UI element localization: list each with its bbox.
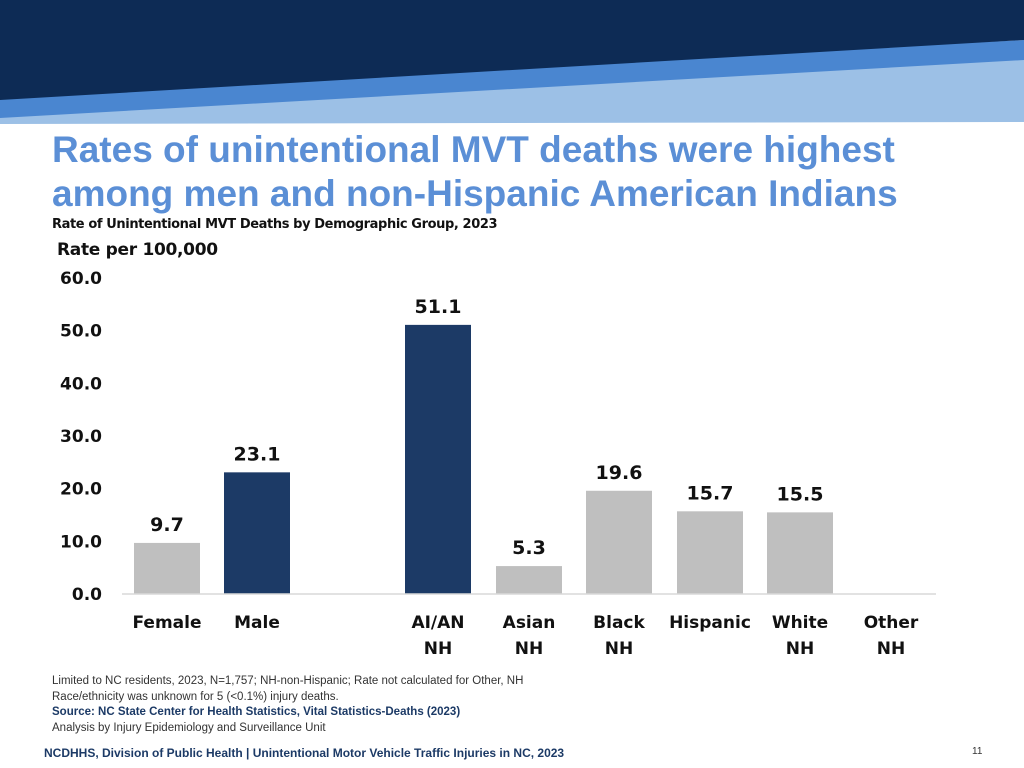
bar-female (134, 542, 200, 594)
value-label: 15.5 (777, 483, 824, 505)
chart-subtitle: Rate of Unintentional MVT Deaths by Demo… (52, 217, 498, 232)
bar-male (224, 472, 290, 594)
title-line-1: Rates of unintentional MVT deaths were h… (52, 129, 895, 170)
y-tick-label: 60.0 (60, 269, 102, 289)
bar-white (767, 512, 833, 594)
banner-dark-band (0, 0, 1024, 100)
note-line-2: Race/ethnicity was unknown for 5 (<0.1%)… (52, 690, 339, 703)
y-tick-label: 0.0 (72, 585, 102, 605)
value-labels: 9.7 23.1 51.1 5.3 19.6 15.7 15.5 (150, 296, 823, 559)
header-banner (0, 0, 1024, 124)
x-tick-label-line2: NH (424, 639, 452, 659)
chart-notes: Limited to NC residents, 2023, N=1,757; … (52, 674, 752, 736)
bar-black (586, 490, 652, 594)
x-tick-label-line2: NH (515, 639, 543, 659)
footer-text: NCDHHS, Division of Public Health | Unin… (44, 746, 565, 760)
x-axis-category-labels: Female Male AI/AN NH Asian NH Black NH Hispanic W… (133, 613, 919, 659)
y-tick-label: 20.0 (60, 480, 102, 500)
value-label: 51.1 (415, 296, 462, 318)
value-label: 23.1 (234, 443, 281, 465)
bar-asian (496, 566, 562, 594)
bars (134, 324, 833, 594)
x-tick-label: Female (133, 613, 202, 633)
y-axis-label: Rate per 100,000 (57, 240, 218, 260)
y-tick-label: 50.0 (60, 322, 102, 342)
title-line-2: among men and non-Hispanic American Indi… (52, 173, 898, 214)
x-tick-label: AI/AN (411, 613, 464, 633)
analysis-note: Analysis by Injury Epidemiology and Surv… (52, 721, 326, 734)
bar-hispanic (677, 511, 743, 594)
source-note: Source: NC State Center for Health Stati… (52, 706, 461, 718)
bar-ai-an (405, 324, 471, 594)
x-tick-label: Male (234, 613, 280, 633)
x-tick-label: Black (593, 613, 645, 633)
bar-chart: 0.0 10.0 20.0 30.0 40.0 50.0 60.0 9.7 23.1 51.1 5… (60, 269, 936, 659)
note-line-1: Limited to NC residents, 2023, N=1,757; … (52, 675, 524, 687)
x-tick-label-line2: NH (877, 639, 905, 659)
banner-blue-stripe (0, 40, 1024, 118)
y-axis-ticks: 0.0 10.0 20.0 30.0 40.0 50.0 60.0 (60, 269, 102, 605)
value-label: 15.7 (687, 482, 734, 504)
y-tick-label: 30.0 (60, 427, 102, 447)
x-tick-label: White (772, 613, 828, 633)
y-tick-label: 40.0 (60, 374, 102, 394)
value-label: 19.6 (596, 462, 643, 484)
page-number: 11 (972, 746, 983, 757)
value-label: 9.7 (150, 514, 184, 536)
slide-title: Rates of unintentional MVT deaths were h… (52, 128, 898, 216)
y-tick-label: 10.0 (60, 532, 102, 552)
value-label: 5.3 (512, 537, 546, 559)
x-tick-label-line2: NH (605, 639, 633, 659)
x-tick-label: Hispanic (669, 613, 751, 633)
x-tick-label-line2: NH (786, 639, 814, 659)
x-tick-label: Asian (503, 613, 556, 633)
x-tick-label: Other (864, 613, 919, 633)
